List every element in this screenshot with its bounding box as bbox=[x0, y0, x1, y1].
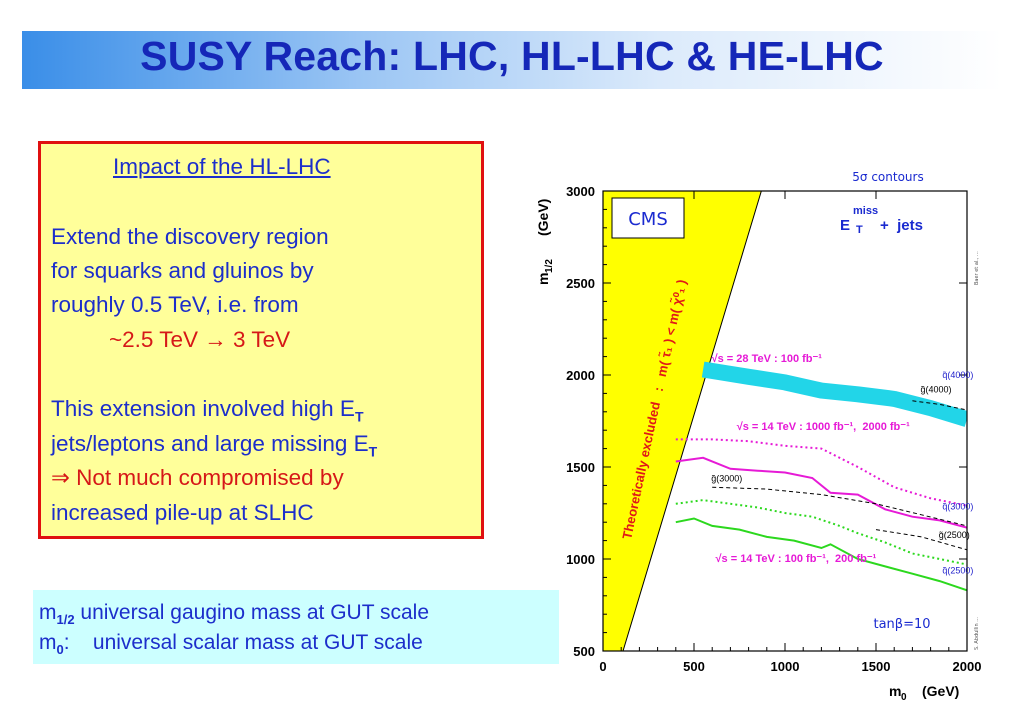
definition-m0-symbol: m bbox=[39, 631, 57, 654]
series-line-1 bbox=[675, 456, 967, 529]
curve-label-0: √s = 28 TeV : 100 fb⁻¹ bbox=[712, 353, 823, 365]
series-line-6 bbox=[712, 486, 967, 527]
y-tick-label-4: 2500 bbox=[566, 276, 595, 291]
impact-line-4: ~2.5 TeV → 3 TeV bbox=[109, 327, 291, 352]
impact-line-6-text: jets/leptons and large missing E bbox=[51, 431, 369, 456]
definition-m12: m1/2 universal gaugino mass at GUT scale bbox=[39, 601, 430, 628]
channel-e: E bbox=[840, 217, 850, 234]
series-line-3 bbox=[675, 517, 967, 592]
cms-box bbox=[611, 197, 685, 239]
y-axis-label-sub: 1/2 bbox=[544, 259, 555, 273]
impact-line-5-text: This extension involved high E bbox=[51, 396, 355, 421]
definitions-box: m1/2 universal gaugino mass at GUT scale… bbox=[33, 590, 559, 664]
series-line-4 bbox=[675, 499, 967, 566]
y-tick-label-3: 2000 bbox=[566, 368, 595, 383]
x-tick-label-0: 0 bbox=[599, 659, 606, 674]
y-tick-label-0: 500 bbox=[573, 644, 595, 659]
side-note-bottom: S. Abdullin ... bbox=[974, 617, 980, 650]
tanbeta-label: tanβ=10 bbox=[873, 617, 930, 632]
x-axis-label-sub: 0 bbox=[901, 692, 907, 703]
channel-miss: miss bbox=[853, 205, 878, 217]
x-axis-label-main: m bbox=[889, 683, 901, 699]
series-line-5 bbox=[912, 400, 967, 411]
x-tick-label-1: 500 bbox=[683, 659, 705, 674]
cms-label: CMS bbox=[628, 209, 668, 230]
curve-label-3: g̃(4000) bbox=[920, 384, 951, 394]
definition-m0-sub: 0 bbox=[56, 642, 64, 658]
x-tick-label-4: 2000 bbox=[953, 659, 982, 674]
curve-label-6: q̃(3000) bbox=[942, 501, 973, 511]
x-axis-label-unit: (GeV) bbox=[922, 683, 959, 699]
impact-line-6: jets/leptons and large missing ET bbox=[51, 431, 378, 460]
curve-label-4: q̃(4000) bbox=[942, 370, 973, 380]
channel-t: T bbox=[856, 224, 863, 236]
impact-line-2: for squarks and gluinos by bbox=[51, 258, 314, 283]
impact-heading: Impact of the HL-LHC bbox=[113, 154, 331, 179]
plot-area bbox=[603, 191, 967, 651]
y-tick-label-1: 1000 bbox=[566, 552, 595, 567]
definition-m0-text: : universal scalar mass at GUT scale bbox=[63, 631, 423, 654]
curve-label-5: g̃(3000) bbox=[711, 474, 742, 484]
definition-m12-text: universal gaugino mass at GUT scale bbox=[74, 601, 430, 624]
series-line-7 bbox=[875, 529, 967, 551]
impact-line-5: This extension involved high ET bbox=[51, 396, 364, 425]
series-line-2 bbox=[675, 438, 967, 507]
plot-axes: 0 500 1000 1500 2000 500 1000 1500 2000 2500 3000 bbox=[566, 184, 981, 674]
x-tick-label-3: 1500 bbox=[862, 659, 891, 674]
series-line-0 bbox=[701, 361, 967, 427]
y-tick-label-2: 1500 bbox=[566, 460, 595, 475]
impact-line-6-sub: T bbox=[368, 443, 378, 460]
impact-line-7: ⇒ Not much compromised by bbox=[51, 465, 344, 490]
contours-label: 5σ contours bbox=[852, 170, 923, 184]
curve-label-7: g̃(2500) bbox=[938, 530, 969, 540]
curve-label-8: q̃(2500) bbox=[942, 566, 973, 576]
plot-labels: √s = 28 TeV : 100 fb⁻¹ √s = 14 TeV : 1000… bbox=[711, 353, 973, 576]
impact-line-5-sub: T bbox=[354, 408, 364, 425]
side-note-top: Baer et al., ... bbox=[974, 251, 980, 285]
channel-jets: + jets bbox=[880, 217, 923, 234]
excluded-region bbox=[603, 191, 762, 651]
definition-m12-sub: 1/2 bbox=[56, 612, 75, 628]
curve-label-2: √s = 14 TeV : 100 fb⁻¹, 200 fb⁻¹ bbox=[716, 553, 877, 565]
impact-line-8: increased pile-up at SLHC bbox=[51, 500, 314, 525]
y-tick-label-5: 3000 bbox=[566, 184, 595, 199]
impact-box: Impact of the HL-LHC Extend the discover… bbox=[38, 141, 484, 539]
definition-m0: m0: universal scalar mass at GUT scale bbox=[39, 631, 423, 658]
curve-label-1: √s = 14 TeV : 1000 fb⁻¹, 2000 fb⁻¹ bbox=[737, 421, 910, 433]
y-axis-label-main: m bbox=[535, 273, 551, 285]
y-axis-label-unit: (GeV) bbox=[535, 199, 551, 236]
definition-m12-symbol: m bbox=[39, 601, 57, 624]
x-tick-label-2: 1000 bbox=[771, 659, 800, 674]
slide-title: SUSY Reach: LHC, HL-LHC & HE-LHC bbox=[140, 33, 884, 79]
impact-line-3: roughly 0.5 TeV, i.e. from bbox=[51, 292, 299, 317]
impact-line-1: Extend the discovery region bbox=[51, 224, 329, 249]
title-bar bbox=[22, 31, 1002, 89]
